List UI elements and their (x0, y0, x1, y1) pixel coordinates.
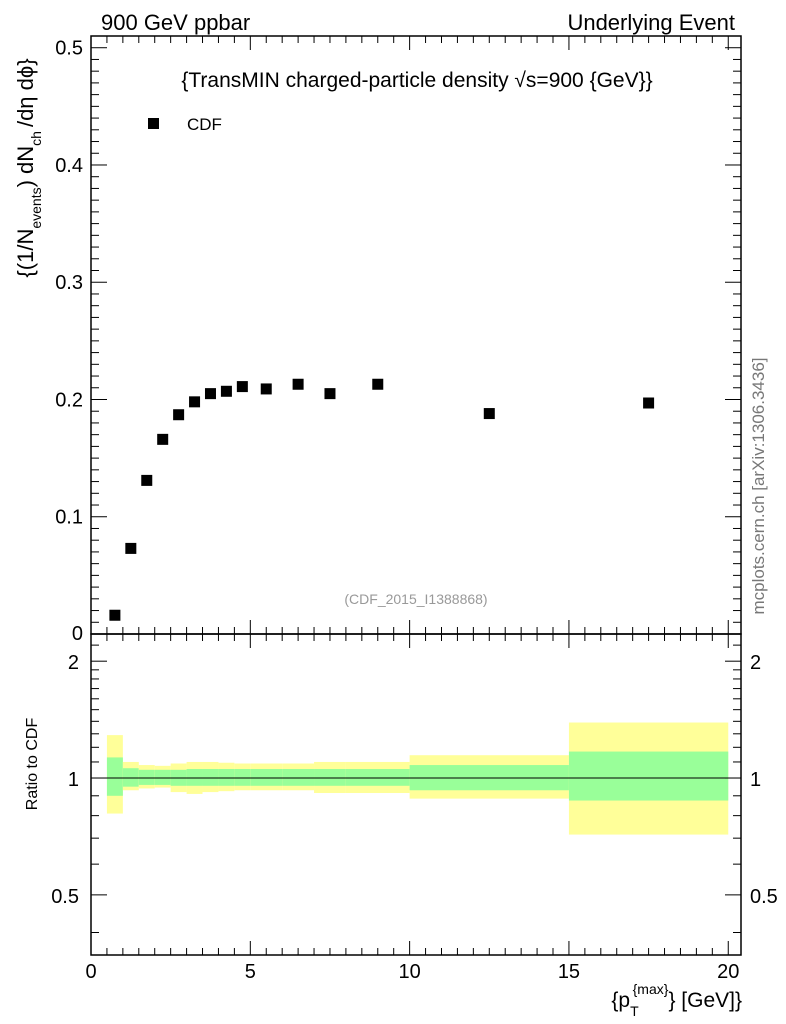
data-point-cdf-13 (483, 408, 495, 420)
y-tick-label-0.3: 0.3 (55, 272, 83, 294)
x-axis-label-base: {p (611, 989, 630, 1012)
data-point-cdf-4 (173, 409, 185, 421)
ratio-band-inner-11 (314, 769, 346, 786)
ratio-band-inner-2 (138, 769, 155, 785)
ratio-tick-label-left-0.5: 0.5 (51, 886, 79, 908)
data-point-cdf-11 (324, 388, 336, 400)
ratio-band-inner-5 (186, 769, 203, 786)
ratio-band-inner-3 (154, 769, 171, 785)
legend-marker-cdf (148, 118, 159, 129)
y-axis-label-main: {(1/N (13, 229, 38, 278)
ratio-tick-label-left-1: 1 (68, 769, 79, 791)
y-tick-label-0.4: 0.4 (55, 155, 83, 177)
y-axis-label-sub-events: events (28, 187, 44, 228)
header-right: Underlying Event (567, 10, 735, 35)
axis-ticks (90, 35, 741, 955)
ratio-tick-label-right-0.5: 0.5 (750, 886, 778, 908)
y-tick-label-0.5: 0.5 (55, 38, 83, 60)
x-axis-label-tail: } [GeV]} (668, 989, 742, 1012)
y-axis-label-sub-ch: ch (28, 131, 44, 146)
ratio-band-inner-6 (202, 769, 219, 786)
legend-label-cdf: CDF (187, 115, 222, 134)
ratio-band-inner-14 (568, 751, 729, 801)
ratio-bands (106, 722, 729, 835)
data-point-cdf-0 (109, 609, 121, 621)
x-tick-label-10: 10 (399, 961, 421, 983)
ratio-band-inner-8 (234, 769, 251, 786)
header-left: 900 GeV ppbar (101, 10, 250, 35)
ratio-tick-label-left-2: 2 (68, 652, 79, 674)
y-tick-label-0.1: 0.1 (55, 507, 83, 529)
data-points (109, 378, 655, 621)
ratio-plot-frame (90, 633, 742, 956)
data-point-cdf-10 (292, 378, 304, 390)
ratio-band-inner-9 (250, 769, 283, 786)
data-point-cdf-7 (220, 385, 232, 397)
data-point-cdf-14 (643, 397, 655, 409)
data-point-cdf-6 (204, 388, 216, 400)
data-point-cdf-8 (236, 381, 248, 393)
data-point-cdf-9 (260, 383, 272, 395)
ratio-tick-label-right-1: 1 (750, 769, 761, 791)
ratio-band-inner-12 (345, 769, 410, 786)
ratio-band-inner-0 (106, 757, 123, 796)
data-point-cdf-3 (157, 433, 169, 445)
x-axis-label-sup: {max} (633, 981, 669, 997)
data-point-cdf-12 (372, 378, 384, 390)
analysis-label: (CDF_2015_I1388868) (344, 591, 487, 607)
x-tick-label-0: 0 (85, 961, 96, 983)
data-point-cdf-5 (189, 396, 201, 408)
y-axis-label-tail: /dη dϕ} (13, 58, 38, 127)
ratio-tick-label-right-2: 2 (750, 652, 761, 674)
x-axis-label-sub: T (630, 1003, 639, 1019)
watermark: mcplots.cern.ch [arXiv:1306.3436] (749, 357, 768, 614)
chart-title: {TransMIN charged-particle density √s=90… (181, 69, 652, 92)
ratio-band-inner-7 (218, 769, 235, 786)
data-point-cdf-2 (141, 474, 153, 486)
y-tick-label-0: 0 (72, 623, 83, 645)
x-tick-label-20: 20 (717, 961, 739, 983)
ratio-band-inner-10 (282, 769, 315, 786)
x-tick-label-5: 5 (245, 961, 256, 983)
ratio-band-inner-1 (122, 768, 139, 787)
y-axis-label-mid: ) dN (13, 146, 38, 188)
x-tick-label-15: 15 (558, 961, 580, 983)
axis-tick-labels: 0 5 10 15 20 0 0.1 0.2 0.3 0.4 0.5 0.5 0.5 1 1 2 2 (51, 38, 778, 983)
data-point-cdf-1 (125, 542, 137, 554)
y-tick-label-0.2: 0.2 (55, 389, 83, 411)
x-axis-label: {pT {max}} [GeV]} (611, 981, 742, 1019)
y-axis-label: {(1/Nevents) dNch/dη dϕ} (13, 58, 44, 277)
ratio-y-axis-label: Ratio to CDF (24, 718, 41, 811)
